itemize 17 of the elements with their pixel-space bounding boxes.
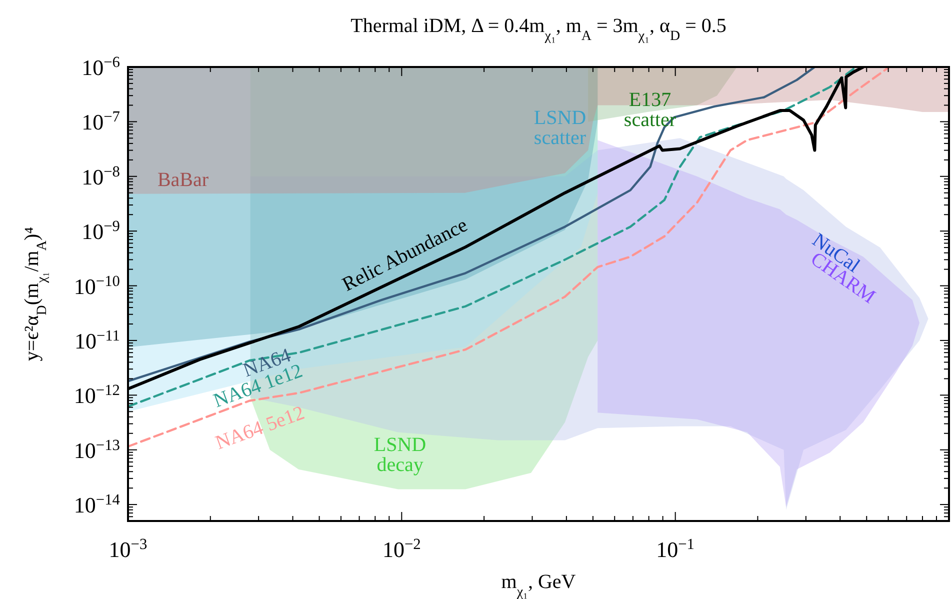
y-tick-label: 10$^{−7}$ — [82, 108, 120, 135]
y-tick-label: 10$^{−8}$ — [82, 162, 120, 190]
y-tick-label: 10$^{−9}$ — [82, 218, 120, 244]
y-tick-label: 10$^{−12}$ — [74, 382, 120, 408]
y-tick-label: 10$^{−13}$ — [74, 436, 120, 463]
y-tick-label: 10$^{−6}$ — [82, 54, 120, 80]
annotation: LSND scatter — [534, 107, 586, 149]
y-tick-label: 10$^{−10}$ — [74, 272, 120, 299]
y-tick-label: 10$^{−14}$ — [74, 491, 120, 518]
x-tick-label: 10$^{−2}$ — [382, 536, 421, 562]
x-tick-label: 10$^{−3}$ — [108, 536, 148, 562]
y-tick-label: 10$^{−11}$ — [74, 326, 120, 354]
chart-title: Thermal iDM, Δ = 0.4m$_{χ₁}$, m$_{A}$ = 3m$_{χ₁}$, α$_{D}$ = 0.5 — [350, 15, 726, 44]
x-axis-title: m$_{χ₁}$, GeV — [501, 571, 576, 599]
x-tick-label: 10$^{−1}$ — [656, 536, 695, 562]
annotation: LSND decay — [374, 434, 426, 476]
annotation: BaBar — [157, 169, 209, 191]
